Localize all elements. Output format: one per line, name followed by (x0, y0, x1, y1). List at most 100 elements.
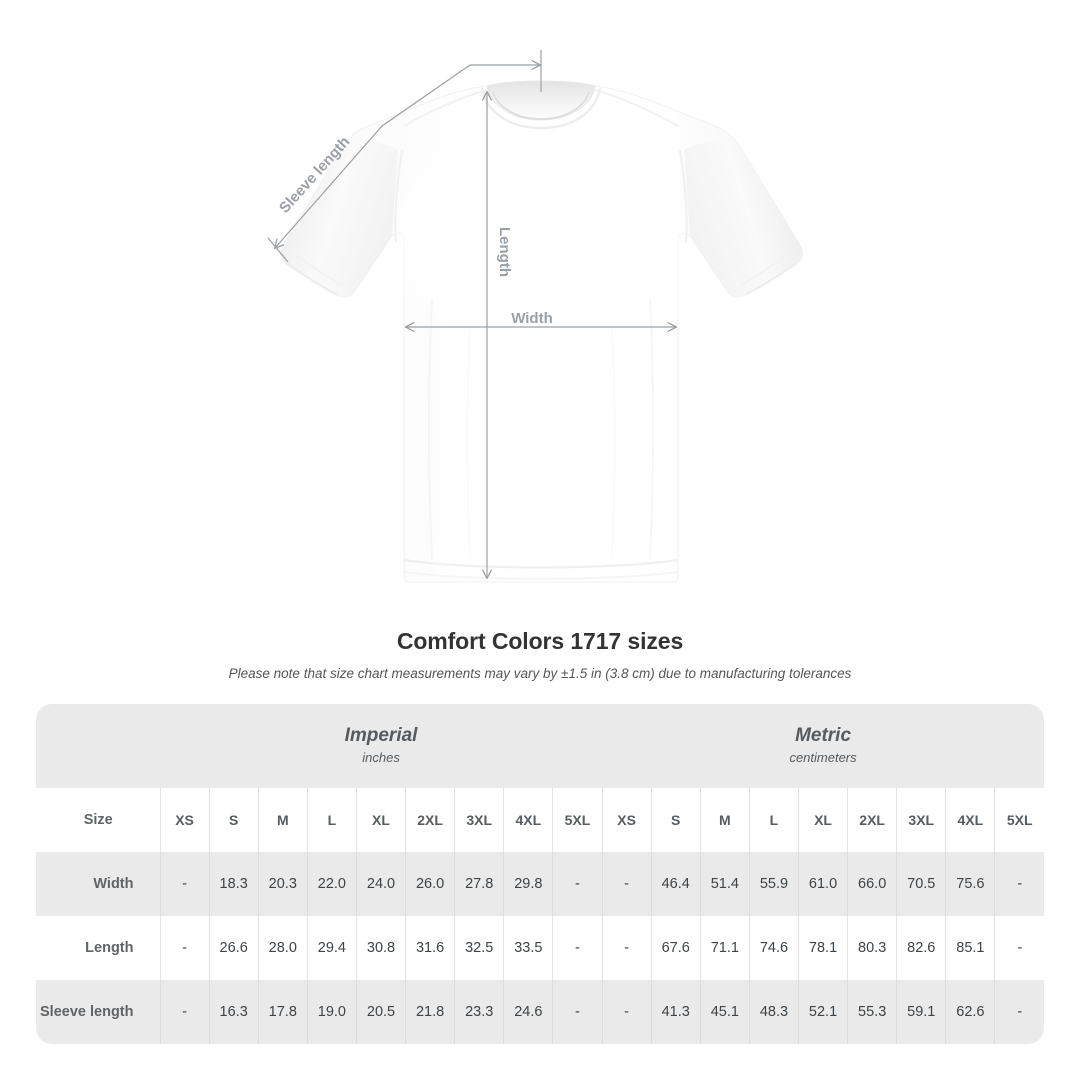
size-column-header-4xl: 4XL (945, 788, 995, 852)
measurement-cell: 82.6 (896, 916, 946, 980)
measurement-cell: 55.3 (847, 980, 897, 1044)
tshirt-illustration: Sleeve length Length Width (267, 50, 803, 583)
measurement-cell: 29.8 (503, 852, 553, 916)
measurement-cell: - (159, 852, 210, 916)
measurement-cell: 71.1 (699, 916, 750, 980)
measurement-cell: 45.1 (699, 980, 750, 1044)
measurement-cell: - (552, 852, 603, 916)
measurement-cell: 75.6 (945, 852, 995, 916)
size-column-header-3xl: 3XL (896, 788, 946, 852)
measurement-cell: 32.5 (454, 916, 504, 980)
size-column-header-2xl: 2XL (405, 788, 455, 852)
size-column-header-xs: XS (601, 788, 652, 852)
measurement-cell: 61.0 (797, 852, 848, 916)
measurement-cell: - (994, 980, 1045, 1044)
measurement-cell: 28.0 (257, 916, 308, 980)
size-column-header-2xl: 2XL (847, 788, 897, 852)
size-column-header-5xl: 5XL (994, 788, 1045, 852)
size-column-header-3xl: 3XL (454, 788, 504, 852)
measurement-cell: - (601, 980, 652, 1044)
measurement-cell: 70.5 (896, 852, 946, 916)
size-column-header-xs: XS (159, 788, 210, 852)
measurement-cell: 20.5 (355, 980, 406, 1044)
measurement-cell: 85.1 (945, 916, 995, 980)
measurement-cell: 17.8 (257, 980, 308, 1044)
sleeve-leader-line (470, 50, 542, 92)
chart-heading-block: Comfort Colors 1717 sizes Please note th… (0, 628, 1080, 681)
size-column-header-4xl: 4XL (503, 788, 553, 852)
tolerance-note: Please note that size chart measurements… (228, 666, 852, 681)
size-column-header-s: S (208, 788, 259, 852)
measurement-cell: 41.3 (650, 980, 701, 1044)
measurement-cell: 62.6 (945, 980, 995, 1044)
unit-system-name: Metric (795, 725, 852, 747)
measurement-cell: 23.3 (454, 980, 504, 1044)
measurement-cell: - (601, 916, 652, 980)
unit-system-name: Imperial (344, 725, 418, 747)
measurement-cell: 30.8 (355, 916, 406, 980)
size-column-header-5xl: 5XL (552, 788, 603, 852)
measurement-cell: 31.6 (405, 916, 455, 980)
page-title: Comfort Colors 1717 sizes (396, 628, 684, 654)
width-label: Width (511, 310, 553, 327)
size-column-header-m: M (699, 788, 750, 852)
measurement-cell: 46.4 (650, 852, 701, 916)
unit-band-imperial: Imperial inches (160, 704, 603, 788)
table-row: Length -26.6 28.0 29.4 30.8 31.6 32.5 33.5- -67.… (36, 916, 1045, 980)
size-column-header-m: M (257, 788, 308, 852)
measurement-cell: 33.5 (503, 916, 553, 980)
measurement-cell: 59.1 (896, 980, 946, 1044)
measurement-cell: 24.6 (503, 980, 553, 1044)
size-column-header-l: L (748, 788, 799, 852)
size-chart-table: Imperial inches Metric centimeters Size XS S M L… (36, 704, 1045, 1044)
measurement-cell: 78.1 (797, 916, 848, 980)
size-column-header: Size (83, 812, 113, 828)
measurement-cell: 29.4 (306, 916, 357, 980)
size-chart-table-container: Imperial inches Metric centimeters Size XS S M L… (36, 704, 1045, 1044)
measurement-cell: - (552, 980, 603, 1044)
measurement-cell: 74.6 (748, 916, 799, 980)
tshirt-diagram: Sleeve length Length Width (267, 50, 803, 583)
shirt-shape (280, 80, 803, 583)
measurement-guides (267, 50, 678, 580)
size-column-header-xl: XL (797, 788, 848, 852)
measurement-cell: 66.0 (847, 852, 897, 916)
measurement-cell: 67.6 (650, 916, 701, 980)
measurement-cell: 52.1 (797, 980, 848, 1044)
measurement-cell: 26.6 (208, 916, 259, 980)
length-label: Length (496, 227, 513, 277)
measurement-cell: 18.3 (208, 852, 259, 916)
measurement-cell: 55.9 (748, 852, 799, 916)
sleeve-length-arrow (267, 64, 471, 263)
size-column-header-l: L (306, 788, 357, 852)
table-row: Sleeve length -16.3 17.8 19.0 20.5 21.8 23.3 24… (36, 980, 1045, 1044)
measurement-cell: 80.3 (847, 916, 897, 980)
unit-band-metric: Metric centimeters (602, 704, 1045, 788)
unit-system-subtitle: centimeters (789, 750, 857, 766)
measurement-cell: - (994, 852, 1045, 916)
measurement-cell: 26.0 (405, 852, 455, 916)
unit-system-subtitle: inches (362, 750, 400, 766)
table-row: Width -18.3 20.3 22.0 24.0 26.0 27.8 29.8- -46.4… (36, 852, 1045, 916)
measurement-cell: 16.3 (208, 980, 259, 1044)
size-column-header-xl: XL (355, 788, 406, 852)
measurement-cell: 21.8 (405, 980, 455, 1044)
size-header-row: Size XS S M L XL 2XL 3XL 4XL 5XL XS S M L XL 2XL 3XL 4XL 5… (36, 788, 1045, 852)
measurement-cell: 22.0 (306, 852, 357, 916)
measurement-row-label: Sleeve length (40, 1004, 134, 1020)
measurement-cell: - (994, 916, 1045, 980)
measurement-row-label: Width (93, 876, 134, 892)
measurement-cell: 51.4 (699, 852, 750, 916)
measurement-cell: - (552, 916, 603, 980)
measurement-cell: - (159, 980, 210, 1044)
measurement-row-label: Length (85, 940, 134, 956)
measurement-cell: 19.0 (306, 980, 357, 1044)
measurement-cell: - (159, 916, 210, 980)
measurement-cell: 48.3 (748, 980, 799, 1044)
measurement-cell: 27.8 (454, 852, 504, 916)
measurement-cell: - (601, 852, 652, 916)
measurement-cell: 20.3 (257, 852, 308, 916)
table-corner-cell (36, 704, 160, 788)
size-column-header-s: S (650, 788, 701, 852)
measurement-cell: 24.0 (355, 852, 406, 916)
